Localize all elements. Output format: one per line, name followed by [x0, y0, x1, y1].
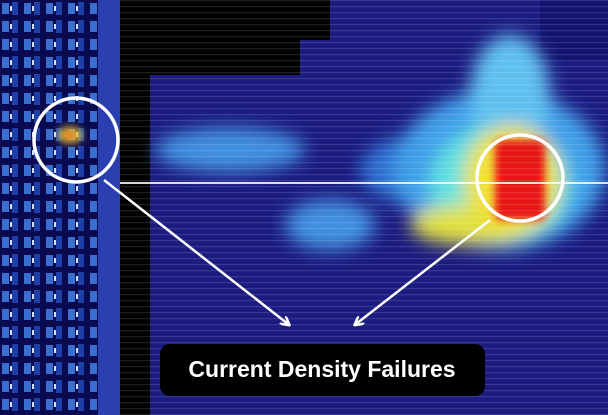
- highlight-circle: [32, 96, 120, 184]
- arrow: [103, 179, 288, 324]
- small-hot-spot: [58, 127, 82, 143]
- arrow: [356, 219, 491, 324]
- circuit-strip: [0, 0, 98, 415]
- highlight-circle: [475, 133, 565, 223]
- annotation-label: Current Density Failures: [188, 356, 455, 382]
- label-box: [160, 344, 485, 396]
- circuit-bus: [98, 0, 120, 415]
